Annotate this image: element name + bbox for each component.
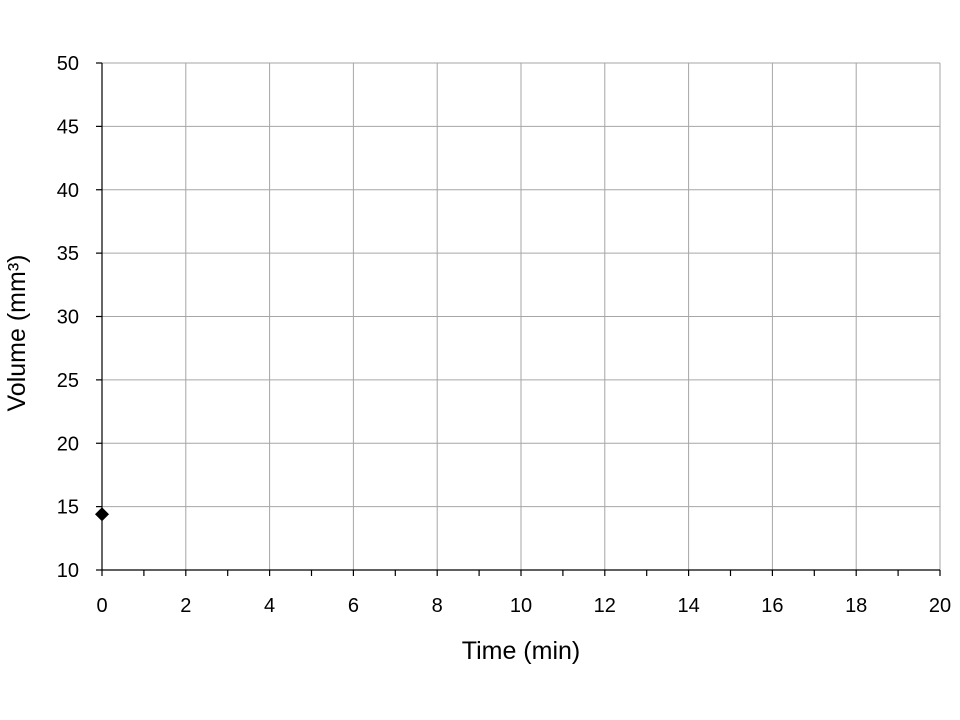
y-axis-title: Volume (mm³)	[3, 255, 31, 412]
tick-layer	[96, 62, 941, 576]
x-tick-label: 14	[677, 595, 699, 617]
tick-label-layer: 0 2 4 6 8 10 12 14 16 18 20 10 15 20 25 30 35 40 45 50	[57, 53, 951, 617]
x-tick-label: 16	[761, 595, 783, 617]
y-tick-label: 15	[57, 497, 79, 519]
x-tick-label: 2	[180, 595, 191, 617]
x-tick-label: 12	[594, 595, 616, 617]
y-tick-label: 10	[57, 560, 79, 582]
x-tick-label: 4	[264, 595, 275, 617]
x-tick-label: 8	[432, 595, 443, 617]
data-point-diamond	[95, 507, 109, 522]
x-tick-label: 18	[845, 595, 867, 617]
y-tick-label: 35	[57, 243, 79, 265]
y-tick-label: 20	[57, 433, 79, 455]
grid-layer	[102, 62, 941, 570]
y-tick-label: 30	[57, 307, 79, 329]
y-tick-label: 25	[57, 370, 79, 392]
x-tick-label: 0	[96, 595, 107, 617]
x-tick-label: 6	[348, 595, 359, 617]
data-point-layer	[95, 507, 109, 522]
y-tick-label: 40	[57, 180, 79, 202]
x-axis-title: Time (min)	[462, 637, 581, 665]
y-tick-label: 50	[57, 53, 79, 75]
x-tick-label: 20	[929, 595, 951, 617]
y-tick-label: 45	[57, 116, 79, 138]
x-tick-label: 10	[510, 595, 532, 617]
